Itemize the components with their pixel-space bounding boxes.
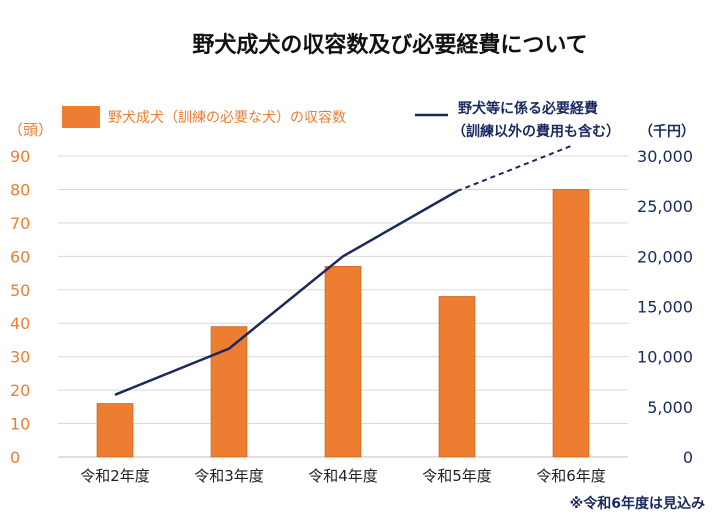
x-tick-label: 令和5年度	[422, 467, 492, 485]
left-axis-ticks: 0 10 20 30 40 50 60 70 80 90	[10, 147, 30, 467]
left-tick-label: 30	[10, 348, 30, 367]
right-tick-label: 25,000	[637, 197, 693, 216]
line-actual	[114, 190, 458, 396]
right-tick-label: 20,000	[637, 247, 693, 266]
right-tick-label: 15,000	[637, 298, 693, 317]
left-tick-label: 20	[10, 381, 30, 400]
legend-bar-swatch	[62, 106, 100, 128]
x-tick-label: 令和3年度	[194, 467, 264, 485]
x-axis-ticks: 令和2年度 令和3年度 令和4年度 令和5年度 令和6年度	[80, 467, 606, 485]
line-projected	[456, 145, 572, 193]
footnote: ※令和6年度は見込み	[570, 495, 705, 512]
x-tick-label: 令和4年度	[308, 467, 378, 485]
right-tick-label: 5,000	[647, 398, 693, 417]
right-tick-label: 10,000	[637, 348, 693, 367]
bar	[438, 296, 476, 458]
bar	[324, 266, 362, 458]
right-axis-unit: （千円）	[639, 123, 695, 140]
x-tick-label: 令和6年度	[536, 467, 606, 485]
chart-title: 野犬成犬の収容数及び必要経費について	[192, 32, 587, 58]
right-tick-label: 30,000	[637, 147, 693, 166]
left-tick-label: 80	[10, 180, 30, 199]
bar	[96, 403, 134, 458]
left-tick-label: 40	[10, 314, 30, 333]
line-series	[114, 145, 572, 396]
bar	[210, 326, 248, 458]
legend-bar-label: 野犬成犬（訓練の必要な犬）の収容数	[108, 109, 346, 126]
left-tick-label: 70	[10, 214, 30, 233]
bar-series	[96, 189, 590, 458]
left-tick-label: 0	[10, 448, 20, 467]
left-tick-label: 60	[10, 247, 30, 266]
right-tick-label: 0	[683, 448, 693, 467]
left-tick-label: 90	[10, 147, 30, 166]
right-axis-ticks: 0 5,000 10,000 15,000 20,000 25,000 30,000	[637, 147, 693, 467]
x-tick-label: 令和2年度	[80, 467, 150, 485]
legend-line-label-1: 野犬等に係る必要経費	[458, 100, 598, 117]
legend-line-label-2: （訓練以外の費用も含む）	[452, 123, 620, 140]
left-tick-label: 50	[10, 281, 30, 300]
left-axis-unit: （頭）	[8, 121, 53, 139]
left-tick-label: 10	[10, 415, 30, 434]
bar	[552, 189, 590, 458]
